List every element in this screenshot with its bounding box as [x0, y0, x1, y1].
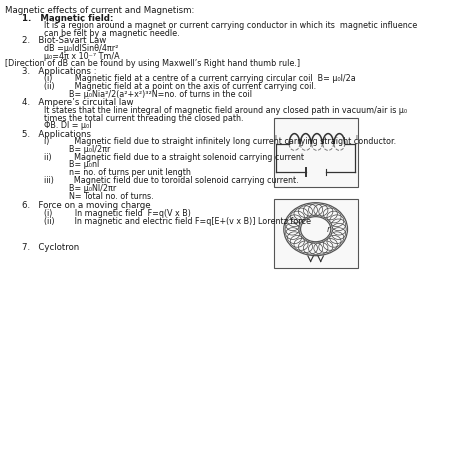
- Text: B= μ₀I/2πr: B= μ₀I/2πr: [70, 145, 111, 154]
- Text: It states that the line integral of magnetic field around any closed path in vac: It states that the line integral of magn…: [44, 106, 407, 115]
- Text: (i)         Magnetic field at a centre of a current carrying circular coil  B= μ: (i) Magnetic field at a centre of a curr…: [44, 74, 356, 83]
- Text: I: I: [355, 135, 357, 141]
- Text: 2.   Biot-Savart Law: 2. Biot-Savart Law: [22, 36, 107, 45]
- Text: times the total current threading the closed path.: times the total current threading the cl…: [44, 114, 243, 123]
- Text: B= μ₀nI: B= μ₀nI: [70, 160, 100, 169]
- Text: dB =μ₀IdlSinθ/4πr²: dB =μ₀IdlSinθ/4πr²: [44, 44, 118, 53]
- Text: N= Total no. of turns.: N= Total no. of turns.: [70, 192, 154, 201]
- Text: I: I: [274, 135, 276, 141]
- Text: It is a region around a magnet or current carrying conductor in which its  magne: It is a region around a magnet or curren…: [44, 21, 417, 30]
- Text: (i)         In magnetic field  F=q(V x B): (i) In magnetic field F=q(V x B): [44, 209, 191, 218]
- Bar: [273, 198, 357, 268]
- Text: [Direction of dB can be found by using Maxwell’s Right hand thumb rule.]: [Direction of dB can be found by using M…: [5, 59, 300, 68]
- Text: 4.   Ampere’s circuital law: 4. Ampere’s circuital law: [22, 98, 134, 107]
- Text: can be felt by a magnetic needle.: can be felt by a magnetic needle.: [44, 28, 179, 37]
- Bar: [273, 118, 357, 187]
- Text: 1.   Magnetic field:: 1. Magnetic field:: [22, 14, 114, 23]
- Text: μ₀=4π x 10⁻⁷ Tm/A: μ₀=4π x 10⁻⁷ Tm/A: [44, 51, 119, 60]
- Text: iii)        Magnetic field due to toroidal solenoid carrying current.: iii) Magnetic field due to toroidal sole…: [44, 176, 298, 185]
- Text: 6.   Force on a moving charge: 6. Force on a moving charge: [22, 201, 151, 210]
- Text: B= μ₀NI/2πr: B= μ₀NI/2πr: [70, 184, 117, 193]
- Text: (ii)        Magnetic field at a point on the axis of current carrying coil.: (ii) Magnetic field at a point on the ax…: [44, 82, 316, 91]
- Text: Magnetic effects of current and Magnetism:: Magnetic effects of current and Magnetis…: [5, 6, 194, 15]
- Text: ii)         Magnetic field due to a straight solenoid carrying current: ii) Magnetic field due to a straight sol…: [44, 152, 304, 161]
- Text: 7.   Cyclotron: 7. Cyclotron: [22, 244, 80, 253]
- Text: r: r: [327, 225, 330, 234]
- Text: B= μ₀Nia²/2(a²+x²)³²N=no. of turns in the coil: B= μ₀Nia²/2(a²+x²)³²N=no. of turns in th…: [70, 90, 253, 99]
- Text: (ii)        In magnetic and electric field F=q[E+(v x B)] Lorentz force: (ii) In magnetic and electric field F=q[…: [44, 216, 310, 226]
- Text: ΦB. DI = μ₀I: ΦB. DI = μ₀I: [44, 121, 91, 130]
- Text: 3.   Applications :: 3. Applications :: [22, 67, 97, 76]
- Text: 5.   Applications: 5. Applications: [22, 130, 91, 139]
- Text: i)          Magnetic field due to straight infinitely long current carrying stra: i) Magnetic field due to straight infini…: [44, 138, 396, 147]
- Text: n= no. of turns per unit length: n= no. of turns per unit length: [70, 168, 191, 177]
